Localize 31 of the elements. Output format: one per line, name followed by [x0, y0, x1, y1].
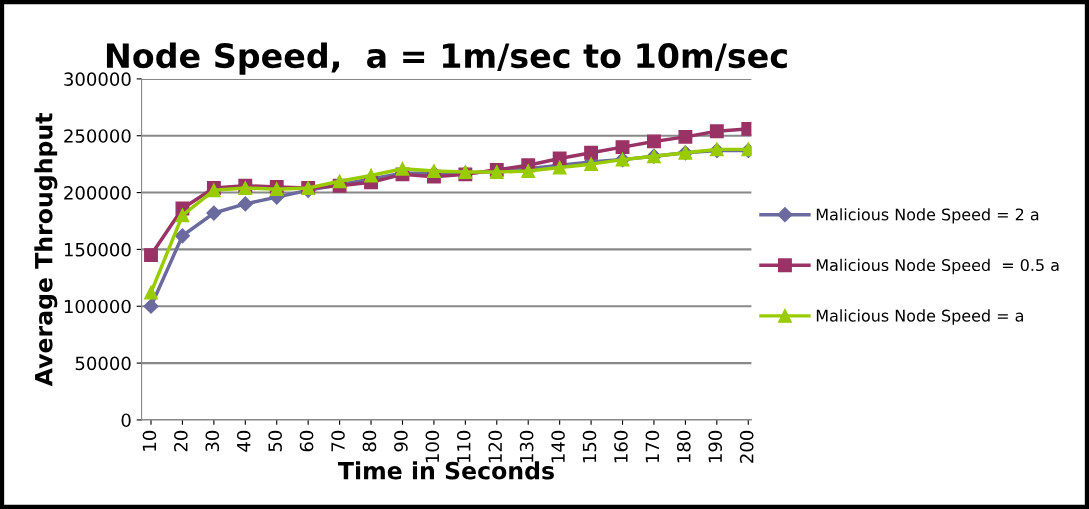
y-tick-label: 250000	[64, 129, 131, 143]
x-tick-label: 140	[551, 430, 565, 463]
x-tick-label: 180	[676, 430, 691, 463]
x-tick-label: 80	[362, 430, 377, 452]
x-tick-label: 160	[614, 430, 628, 463]
x-tick-label: 170	[645, 430, 660, 463]
y-tick-label: 150000	[64, 242, 131, 257]
x-tick-label: 50	[268, 430, 282, 452]
x-tick-label: 120	[488, 430, 503, 463]
x-tick-label: 30	[205, 430, 220, 452]
y-tick-label: 200000	[64, 186, 131, 200]
x-tick-label: 130	[519, 430, 534, 463]
x-tick-label: 90	[394, 430, 408, 452]
legend-label: Malicious Node Speed = 0.5 a	[816, 258, 1059, 275]
x-tick-label: 20	[174, 430, 188, 452]
x-tick-label: 60	[299, 430, 314, 452]
x-tick-label: 190	[708, 430, 723, 463]
x-tick-label: 110	[456, 430, 471, 463]
y-tick-label: 100000	[64, 299, 131, 314]
y-tick-label: 0	[121, 413, 131, 428]
legend-label: Malicious Node Speed = 2 a	[816, 208, 1039, 224]
x-tick-label: 70	[331, 430, 345, 452]
x-tick-label: 150	[582, 430, 597, 463]
x-tick-label: 40	[236, 430, 251, 452]
x-tick-label: 100	[425, 430, 440, 463]
y-tick-label: 50000	[75, 356, 131, 371]
x-tick-label: 200	[739, 430, 754, 463]
x-tick-label: 10	[142, 430, 157, 451]
x-axis-title: Time in Seconds	[338, 461, 554, 480]
y-axis-title: Average Throughput	[34, 113, 58, 387]
legend-label: Malicious Node Speed = a	[816, 309, 1023, 325]
